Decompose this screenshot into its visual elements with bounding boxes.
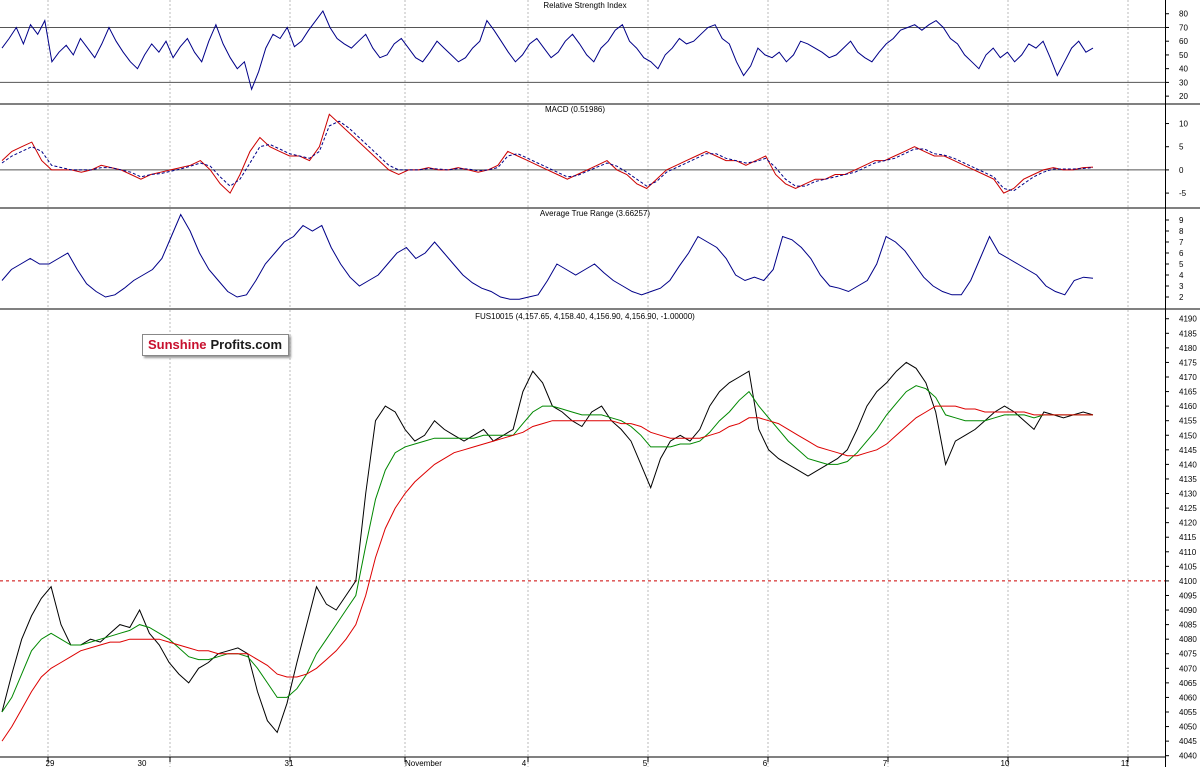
y-tick-label: 4115 [1179,533,1197,542]
series-line [1,385,1093,713]
y-tick-label: 2 [1179,293,1184,302]
x-tick-label: 11 [1121,759,1130,767]
y-tick-label: 4140 [1179,460,1197,469]
y-tick-label: 0 [1179,166,1184,175]
y-tick-label: 4080 [1179,635,1197,644]
x-tick-label: November [405,759,442,767]
series-line [1,213,1094,300]
y-tick-label: 60 [1179,37,1188,46]
y-tick-label: 4120 [1179,519,1197,528]
y-tick-label: 20 [1179,92,1188,101]
y-tick-label: 4 [1179,271,1184,280]
y-tick-label: -5 [1179,189,1187,198]
y-tick-label: 4190 [1179,315,1197,324]
y-tick-label: 4065 [1179,679,1197,688]
y-tick-label: 4045 [1179,737,1197,746]
x-tick-label: 4 [522,759,527,767]
y-tick-label: 9 [1179,216,1184,225]
y-tick-label: 4075 [1179,650,1197,659]
y-tick-label: 4150 [1179,431,1197,440]
y-tick-label: 4130 [1179,490,1197,499]
logo-part2: Profits.com [208,335,289,355]
y-tick-label: 4165 [1179,388,1197,397]
y-tick-label: 4110 [1179,548,1197,557]
y-tick-label: 80 [1179,10,1188,19]
y-tick-label: 5 [1179,260,1184,269]
series-line [1,113,1094,194]
y-tick-label: 4185 [1179,329,1197,338]
y-tick-label: 50 [1179,51,1188,60]
series-line [1,405,1093,742]
series-line [1,361,1094,734]
y-tick-label: 10 [1179,120,1188,129]
y-tick-label: 4160 [1179,402,1197,411]
y-tick-label: 4125 [1179,504,1197,513]
y-tick-label: 5 [1179,143,1184,152]
y-tick-label: 4090 [1179,606,1197,615]
y-tick-label: 30 [1179,78,1188,87]
series-line [1,10,1094,91]
y-tick-label: 4100 [1179,577,1197,586]
y-tick-label: 4155 [1179,417,1197,426]
y-tick-label: 8 [1179,227,1184,236]
y-tick-label: 4055 [1179,708,1197,717]
x-tick-label: 5 [643,759,648,767]
panel-title: MACD (0.51986) [545,105,605,114]
y-tick-label: 4040 [1179,752,1197,761]
y-tick-label: 70 [1179,23,1188,32]
series-line [1,120,1094,192]
panel-title: FUS10015 (4,157.65, 4,158.40, 4,156.90, … [475,312,695,321]
y-tick-label: 4070 [1179,664,1197,673]
y-tick-label: 4050 [1179,723,1197,732]
y-tick-label: 4060 [1179,693,1197,702]
sunshine-profits-logo: Sunshine Profits.com [142,334,290,356]
panel-title: Average True Range (3.66257) [540,209,650,218]
y-tick-label: 40 [1179,65,1188,74]
x-tick-label: 7 [883,759,888,767]
y-tick-label: 7 [1179,238,1184,247]
x-tick-label: 31 [285,759,294,767]
y-tick-label: 4105 [1179,562,1197,571]
x-tick-label: 6 [763,759,768,767]
x-tick-label: 10 [1001,759,1010,767]
y-tick-label: 4085 [1179,621,1197,630]
y-tick-label: 4175 [1179,358,1197,367]
x-tick-label: 29 [46,759,55,767]
y-tick-label: 3 [1179,282,1184,291]
y-tick-label: 4180 [1179,344,1197,353]
panel-title: Relative Strength Index [543,1,626,10]
y-tick-label: 4170 [1179,373,1197,382]
y-tick-label: 4095 [1179,591,1197,600]
y-tick-label: 4135 [1179,475,1197,484]
x-tick-label: 30 [138,759,147,767]
y-tick-label: 6 [1179,249,1184,258]
y-tick-label: 4145 [1179,446,1197,455]
logo-part1: Sunshine [143,335,209,355]
